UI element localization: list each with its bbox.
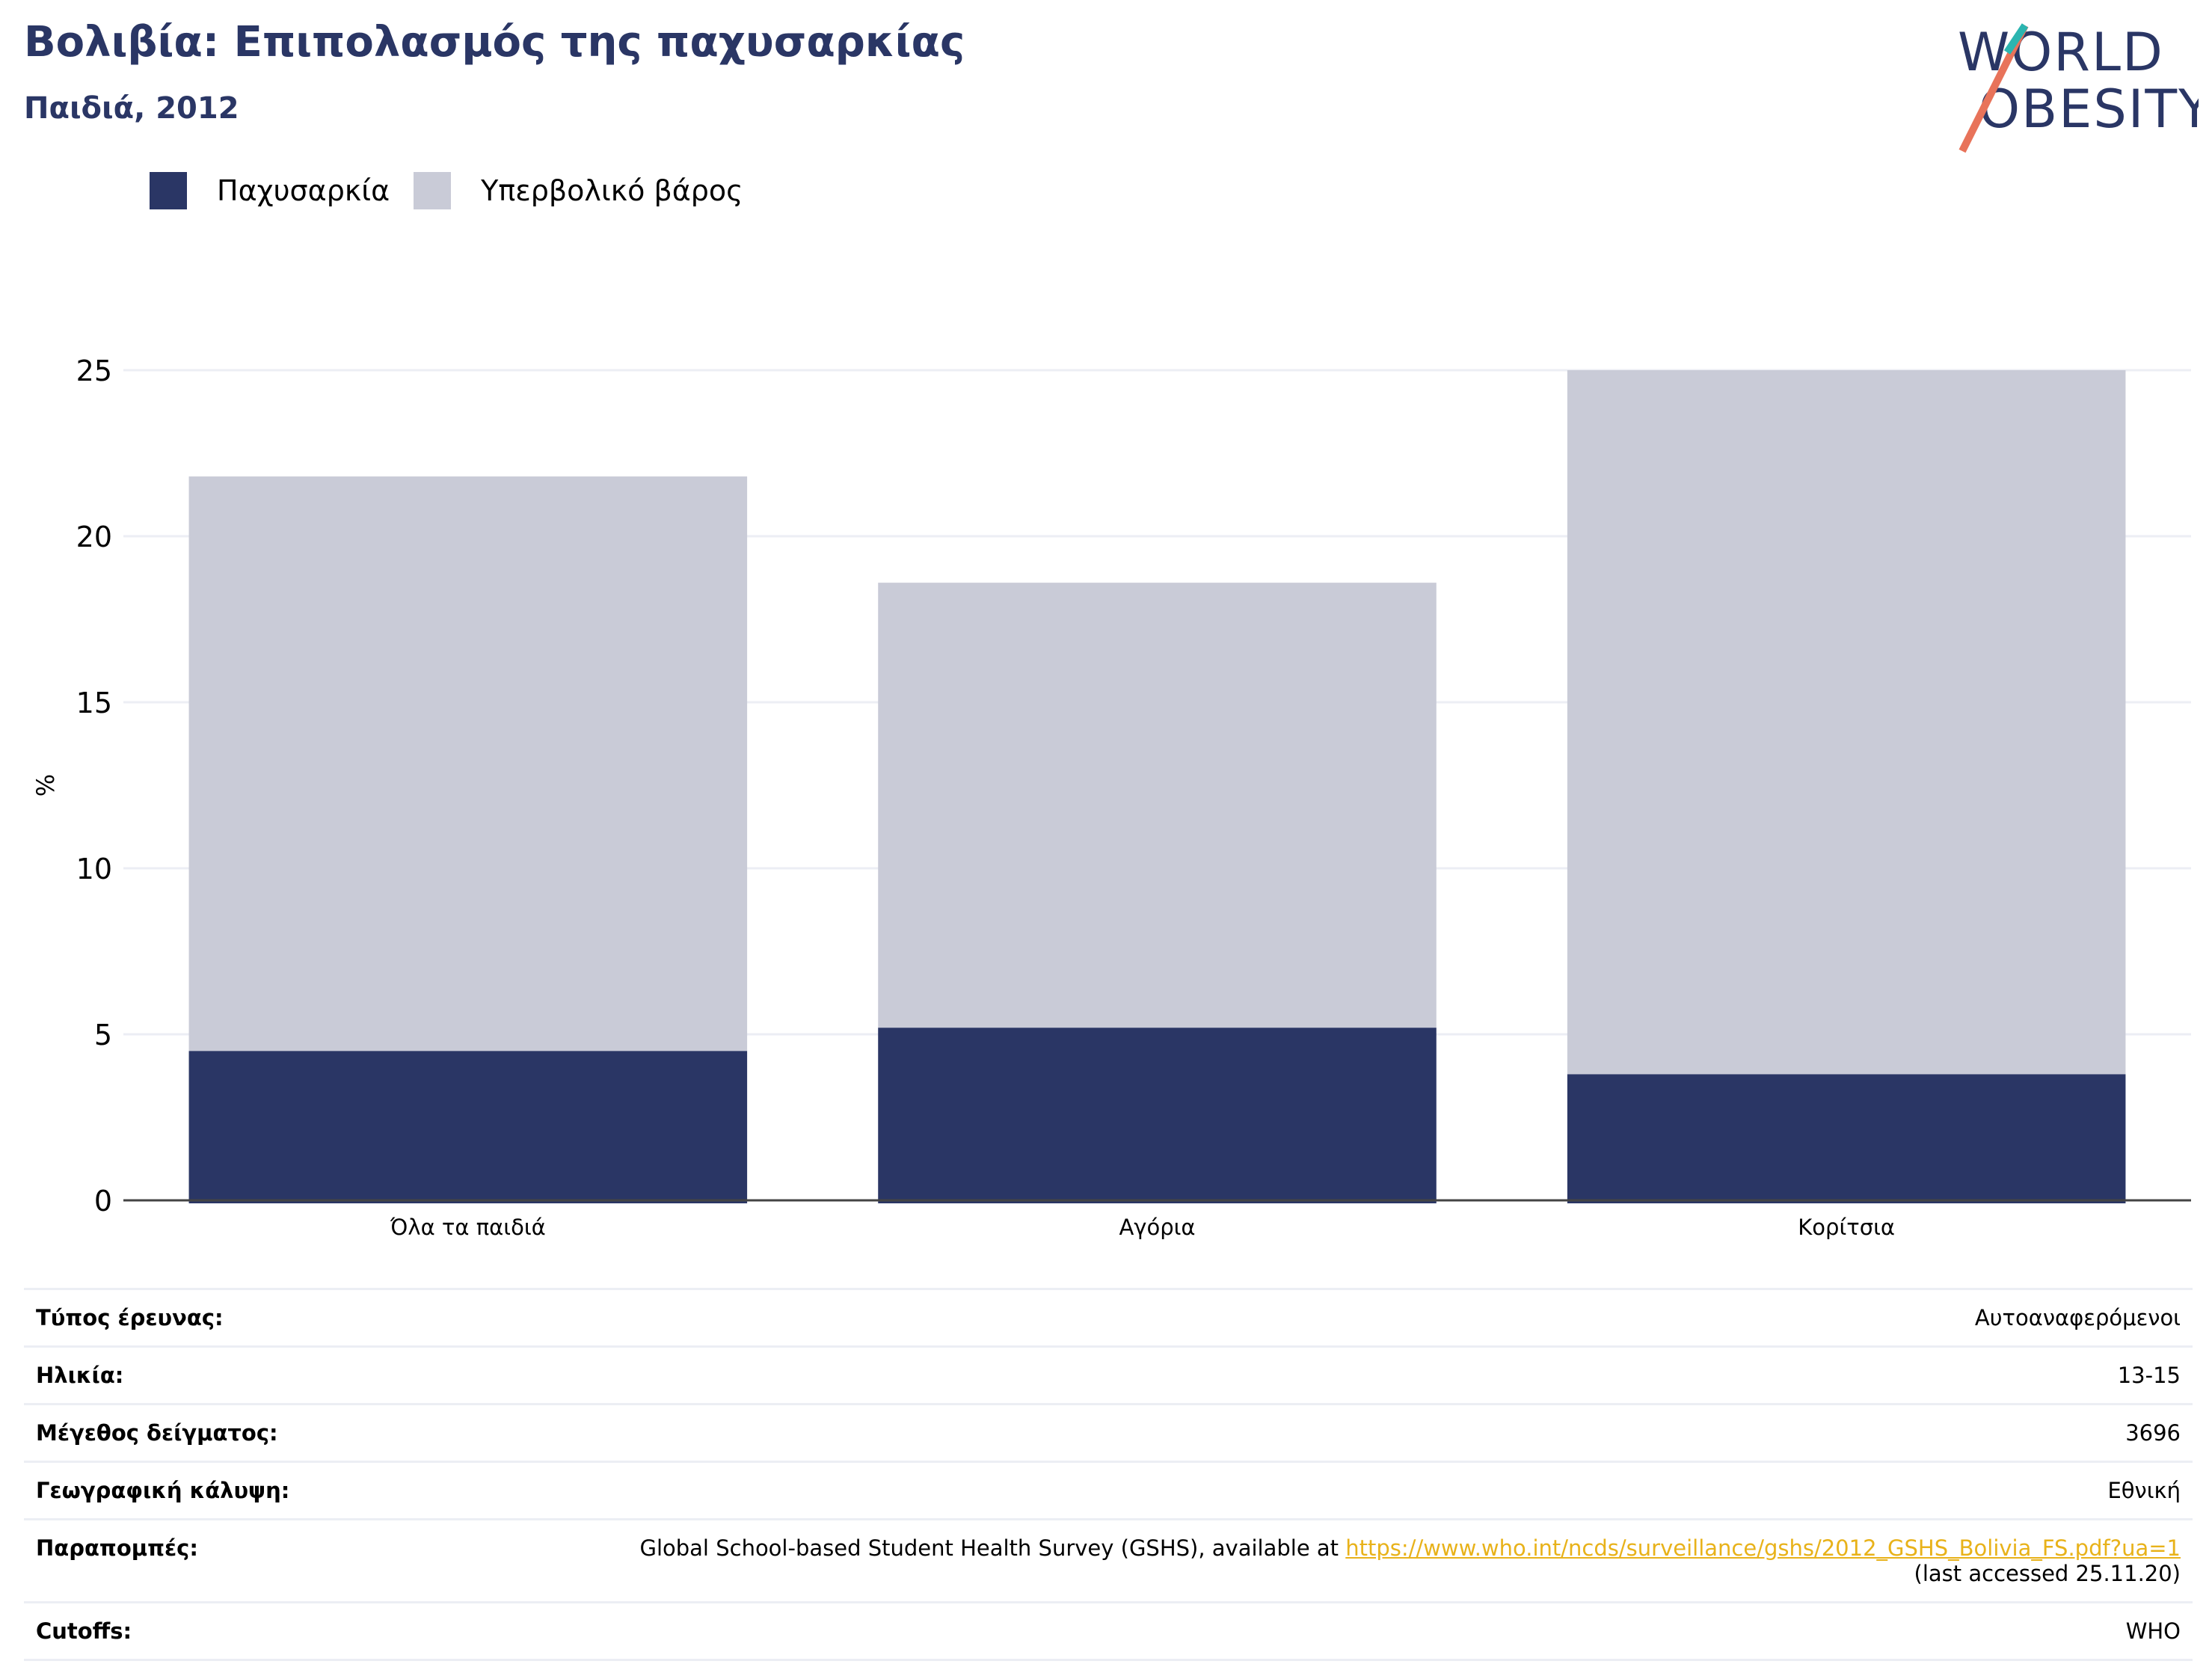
detail-value: WHO xyxy=(2125,1618,2181,1644)
detail-row-age: Ηλικία: 13-15 xyxy=(24,1348,2193,1405)
bar-obesity xyxy=(878,1028,1437,1203)
bar-overweight xyxy=(878,583,1437,1028)
y-tick-label: 0 xyxy=(94,1185,112,1218)
x-tick-label: Όλα τα παιδιά xyxy=(390,1215,546,1240)
detail-key: Ηλικία: xyxy=(36,1363,124,1388)
reference-text: Global School-based Student Health Surve… xyxy=(639,1535,1346,1561)
y-tick-label: 5 xyxy=(94,1019,112,1052)
world-obesity-logo: WORLD OBESITY xyxy=(1958,22,2199,153)
detail-row-coverage: Γεωγραφική κάλυψη: Εθνική xyxy=(24,1463,2193,1520)
x-tick-label: Κορίτσια xyxy=(1798,1215,1895,1240)
y-axis-label: % xyxy=(31,774,60,796)
bar-overweight xyxy=(1567,370,2126,1075)
detail-key: Παραπομπές: xyxy=(36,1535,198,1561)
y-tick-label: 10 xyxy=(76,853,112,885)
legend-item-obesity: Παχυσαρκία xyxy=(150,172,390,209)
page-title: Βολιβία: Επιπολασμός της παχυσαρκίας xyxy=(24,18,965,67)
detail-value: Global School-based Student Health Surve… xyxy=(639,1535,2181,1586)
x-tick-label: Αγόρια xyxy=(1119,1215,1195,1240)
y-tick-label: 25 xyxy=(76,354,112,387)
legend-swatch-obesity xyxy=(150,172,187,209)
reference-accessed: (last accessed 25.11.20) xyxy=(1914,1561,2181,1586)
bar-overweight xyxy=(188,476,748,1052)
bar-chart: 0 5 10 15 20 25% Όλα τα παιδιά Αγόρια Κορίτσια xyxy=(31,354,2191,1240)
legend-label-overweight: Υπερβολικό βάρος xyxy=(481,174,743,207)
svg-text:WORLD: WORLD xyxy=(1958,22,2164,83)
detail-row-sample-size: Μέγεθος δείγματος: 3696 xyxy=(24,1405,2193,1463)
y-tick-label: 15 xyxy=(76,687,112,719)
details-table: Τύπος έρευνας: Αυτοαναφερόμενοι Ηλικία: … xyxy=(24,1288,2193,1661)
detail-key: Cutoffs: xyxy=(36,1618,132,1644)
page-subtitle: Παιδιά, 2012 xyxy=(24,91,239,126)
legend-label-obesity: Παχυσαρκία xyxy=(217,174,390,207)
legend-item-overweight: Υπερβολικό βάρος xyxy=(414,172,743,209)
detail-value: Αυτοαναφερόμενοι xyxy=(1974,1305,2181,1330)
detail-value: 3696 xyxy=(2125,1420,2181,1446)
detail-row-references: Παραπομπές: Global School-based Student … xyxy=(24,1520,2193,1603)
detail-row-survey-type: Τύπος έρευνας: Αυτοαναφερόμενοι xyxy=(24,1290,2193,1348)
chart-legend: Παχυσαρκία Υπερβολικό βάρος xyxy=(150,171,766,211)
detail-value: 13-15 xyxy=(2117,1363,2181,1388)
bar-obesity xyxy=(188,1051,748,1203)
detail-row-cutoffs: Cutoffs: WHO xyxy=(24,1603,2193,1661)
detail-key: Μέγεθος δείγματος: xyxy=(36,1420,278,1446)
detail-key: Γεωγραφική κάλυψη: xyxy=(36,1478,290,1503)
reference-link[interactable]: https://www.who.int/ncds/surveillance/gs… xyxy=(1345,1535,2181,1561)
y-tick-label: 20 xyxy=(76,521,112,553)
svg-text:OBESITY: OBESITY xyxy=(1979,79,2199,140)
detail-value: Εθνική xyxy=(2107,1478,2181,1503)
bar-obesity xyxy=(1567,1074,2126,1203)
legend-swatch-overweight xyxy=(414,172,452,209)
detail-key: Τύπος έρευνας: xyxy=(36,1305,224,1330)
